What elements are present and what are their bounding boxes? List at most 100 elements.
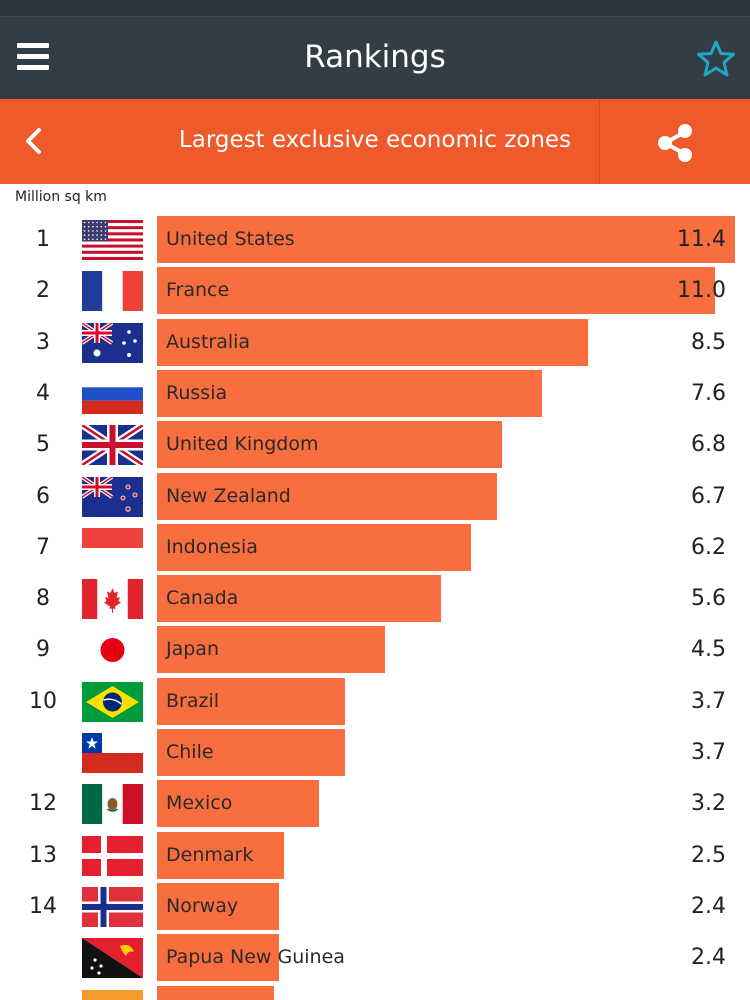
france-flag-icon xyxy=(82,271,143,312)
value-label: 4.5 xyxy=(691,637,726,663)
status-bar xyxy=(0,0,750,16)
country-name: Indonesia xyxy=(166,535,258,558)
hamburger-menu-icon[interactable] xyxy=(17,41,49,73)
indonesia-flag-icon xyxy=(82,527,143,568)
new-zealand-flag-icon xyxy=(82,476,143,517)
bar xyxy=(157,523,472,571)
chile-flag-icon xyxy=(82,733,143,773)
bar xyxy=(157,216,735,263)
bar xyxy=(157,985,274,1000)
bar xyxy=(157,677,345,725)
value-label: 11.4 xyxy=(677,227,726,252)
value-label: 3.2 xyxy=(691,791,726,817)
country-name: Papua New Guinea xyxy=(166,946,345,969)
rank-number: 9 xyxy=(36,637,50,663)
ranking-row[interactable]: Papua New Guinea 2.4 xyxy=(0,932,750,983)
bar xyxy=(157,780,320,828)
ranking-row[interactable]: 2 France 11.0 xyxy=(0,265,750,316)
share-icon[interactable] xyxy=(650,118,700,168)
value-label: 5.6 xyxy=(691,586,726,612)
rank-number: 7 xyxy=(36,534,50,560)
japan-flag-icon xyxy=(82,630,143,671)
rank-number xyxy=(18,932,68,983)
country-name: Russia xyxy=(166,381,228,404)
value-label: 7.6 xyxy=(691,380,726,406)
unit-label: Million sq km xyxy=(15,189,107,205)
page-title: Rankings xyxy=(304,39,446,75)
rank-number: 6 xyxy=(36,483,50,509)
bar xyxy=(157,729,345,776)
ranking-row[interactable]: 9 Japan 4.5 xyxy=(0,624,750,675)
papua-new-guinea-flag-icon xyxy=(82,938,143,979)
value-label: 6.8 xyxy=(691,432,726,458)
value-label: 6.7 xyxy=(691,483,726,509)
ranking-title: Largest exclusive economic zones xyxy=(178,127,572,153)
ranking-row[interactable] xyxy=(0,984,750,1000)
ranking-row[interactable]: 3 Australia 8.5 xyxy=(0,317,750,368)
us-flag-icon xyxy=(82,220,143,260)
value-label: 6.2 xyxy=(691,534,726,560)
top-app-bar: Rankings xyxy=(0,16,750,99)
rank-number: 5 xyxy=(36,432,50,458)
value-label: 8.5 xyxy=(691,329,726,355)
country-name: Mexico xyxy=(166,792,233,815)
rank-number: 2 xyxy=(36,278,50,304)
bar xyxy=(157,318,588,366)
ranking-row[interactable]: 12 Mexico 3.2 xyxy=(0,778,750,829)
ranking-row[interactable]: 7 Indonesia 6.2 xyxy=(0,522,750,573)
bar xyxy=(157,831,284,879)
norway-flag-icon xyxy=(82,886,143,927)
bar xyxy=(157,626,386,674)
rank-number: 10 xyxy=(29,688,57,714)
uk-flag-icon xyxy=(82,425,143,466)
rank-number: 14 xyxy=(29,893,57,919)
ranking-row[interactable]: 8 Canada 5.6 xyxy=(0,573,750,624)
ranking-row[interactable]: Chile 3.7 xyxy=(0,727,750,778)
country-name: Chile xyxy=(166,741,214,763)
mexico-flag-icon xyxy=(82,784,143,825)
rank-number: 12 xyxy=(29,791,57,817)
ranking-row[interactable]: 1 United States 11.4 xyxy=(0,214,750,265)
rank-number: 13 xyxy=(29,842,57,868)
country-name: France xyxy=(166,279,230,302)
bar xyxy=(157,934,279,982)
ranking-row[interactable]: 4 Russia 7.6 xyxy=(0,368,750,419)
rank-number: 3 xyxy=(36,329,50,355)
value-label: 2.4 xyxy=(691,945,726,971)
country-name: New Zealand xyxy=(166,484,291,507)
rank-number: 4 xyxy=(36,380,50,406)
country-name: United States xyxy=(166,228,295,250)
country-name: Japan xyxy=(166,638,219,661)
value-label: 3.7 xyxy=(691,688,726,714)
ranking-row[interactable]: 10 Brazil 3.7 xyxy=(0,676,750,727)
value-label: 2.4 xyxy=(691,893,726,919)
russia-flag-icon xyxy=(82,373,143,414)
partial-flag-icon xyxy=(82,989,143,1000)
ranking-row[interactable]: 14 Norway 2.4 xyxy=(0,881,750,932)
bar xyxy=(157,575,441,623)
australia-flag-icon xyxy=(82,322,143,363)
ranking-header-bar: Largest exclusive economic zones xyxy=(0,99,750,184)
chevron-left-icon[interactable] xyxy=(14,121,54,161)
bar xyxy=(157,421,502,469)
ranking-row[interactable]: 5 United Kingdom 6.8 xyxy=(0,419,750,470)
ranking-row[interactable]: 13 Denmark 2.5 xyxy=(0,830,750,881)
ranking-row[interactable]: 6 New Zealand 6.7 xyxy=(0,471,750,522)
rank-number xyxy=(18,984,68,1000)
canada-flag-icon xyxy=(82,579,143,620)
country-name: Norway xyxy=(166,894,239,917)
country-name: Denmark xyxy=(166,843,254,866)
header-divider xyxy=(599,99,600,184)
country-name: Australia xyxy=(166,330,251,353)
bar xyxy=(157,472,497,520)
country-name: Brazil xyxy=(166,689,220,712)
country-name: United Kingdom xyxy=(166,433,319,456)
bar xyxy=(157,882,279,930)
ranking-list: 1 United States 11.4 2 France 11.0 3 Australia 8… xyxy=(0,214,750,1000)
bar xyxy=(157,369,543,417)
value-label: 11.0 xyxy=(677,278,726,304)
bar xyxy=(157,267,715,315)
star-icon[interactable] xyxy=(696,39,736,79)
rank-number xyxy=(18,727,68,778)
brazil-flag-icon xyxy=(82,681,143,722)
